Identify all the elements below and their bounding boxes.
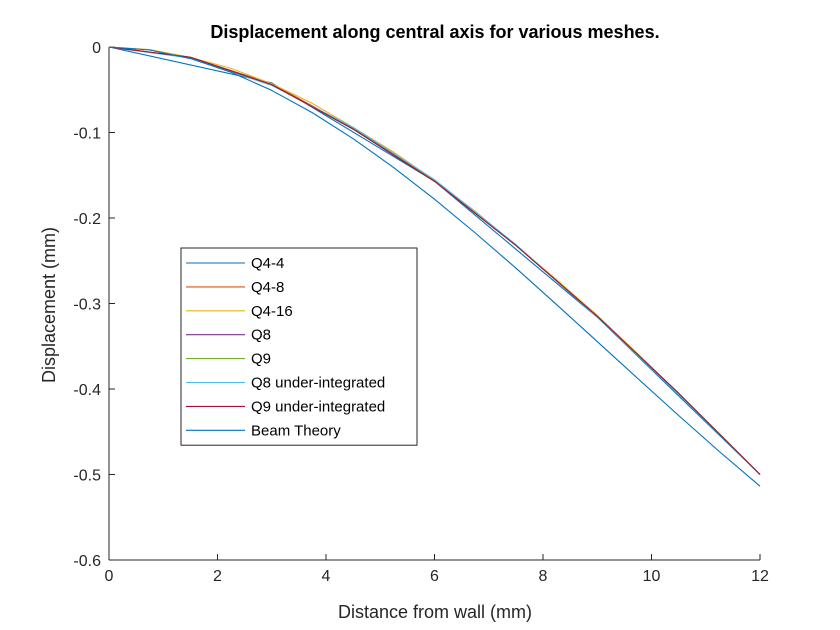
y-tick-label: -0.4 xyxy=(73,382,101,399)
y-tick-label: -0.5 xyxy=(73,468,101,485)
x-axis-label: Distance from wall (mm) xyxy=(338,602,532,622)
legend-label: Q4-16 xyxy=(251,303,293,320)
legend-label: Q4-8 xyxy=(251,279,284,296)
legend-label: Beam Theory xyxy=(251,422,341,439)
x-tick-label: 2 xyxy=(213,568,222,585)
y-axis-label: Displacement (mm) xyxy=(39,227,59,383)
legend-box xyxy=(180,247,418,446)
legend-label: Q9 under-integrated xyxy=(251,398,385,415)
x-tick-label: 0 xyxy=(105,568,114,585)
chart-title: Displacement along central axis for vari… xyxy=(210,22,659,42)
x-tick-label: 10 xyxy=(643,568,661,585)
x-tick-label: 12 xyxy=(751,568,769,585)
y-tick-label: -0.3 xyxy=(73,297,101,314)
x-tick-label: 6 xyxy=(430,568,439,585)
x-tick-label: 8 xyxy=(539,568,548,585)
legend-label: Q9 xyxy=(251,351,271,368)
plot-area: 0 2 4 6 8 10 12 0 -0.1 -0.2 -0.3 -0.4 -0.5 -0.6 xyxy=(73,40,769,585)
x-tick-label: 4 xyxy=(322,568,331,585)
y-tick-label: -0.6 xyxy=(73,553,101,570)
y-tick-label: -0.1 xyxy=(73,126,101,143)
y-tick-label: 0 xyxy=(92,40,101,57)
y-tick-label: -0.2 xyxy=(73,211,101,228)
legend-label: Q4-4 xyxy=(251,255,284,272)
series-line-beam-theory xyxy=(108,46,761,487)
legend: Q4-4 Q4-8 Q4-16 Q8 Q9 Q8 under-integrated Q9 u… xyxy=(180,247,418,446)
legend-label: Q8 under-integrated xyxy=(251,375,385,392)
legend-label: Q8 xyxy=(251,327,271,344)
series-line-q9-under-integrated xyxy=(108,46,761,475)
